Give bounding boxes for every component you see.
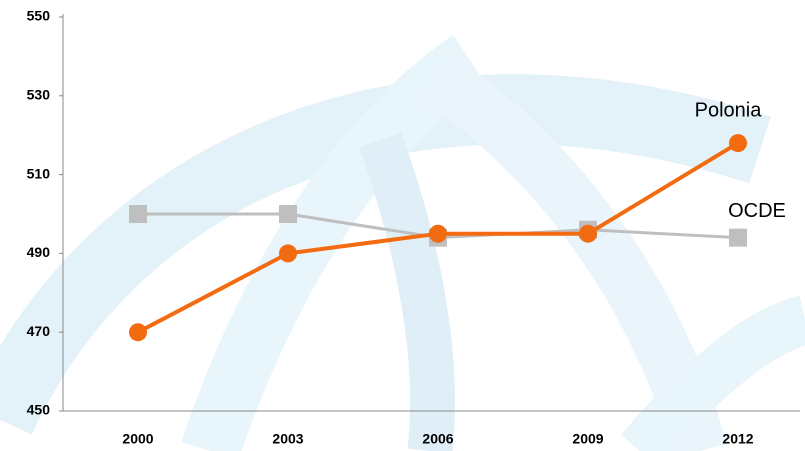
point	[429, 224, 447, 243]
y-tick-label: 550	[27, 8, 51, 24]
y-tick-label: 470	[27, 323, 51, 339]
decor-arc	[181, 35, 487, 451]
y-tick-label: 450	[27, 402, 51, 418]
x-tick-label: 2012	[722, 431, 753, 447]
point	[279, 244, 297, 263]
x-tick-label: 2006	[422, 431, 453, 447]
point	[729, 228, 747, 247]
point	[129, 205, 147, 223]
y-tick-label: 530	[27, 87, 51, 103]
point	[129, 323, 147, 342]
decor-arc	[620, 295, 805, 451]
series-label: OCDE	[728, 200, 786, 222]
decor-arc	[358, 132, 456, 451]
background-decoration	[0, 35, 805, 451]
point	[729, 134, 747, 153]
point	[279, 205, 297, 223]
decor-arc	[0, 74, 771, 435]
x-tick-label: 2009	[572, 431, 603, 447]
y-tick-label: 490	[27, 244, 51, 260]
y-tick-label: 510	[27, 165, 51, 181]
series-label: Polonia	[695, 99, 763, 121]
x-tick-label: 2003	[272, 431, 303, 447]
x-tick-label: 2000	[122, 431, 153, 447]
point	[579, 224, 597, 243]
